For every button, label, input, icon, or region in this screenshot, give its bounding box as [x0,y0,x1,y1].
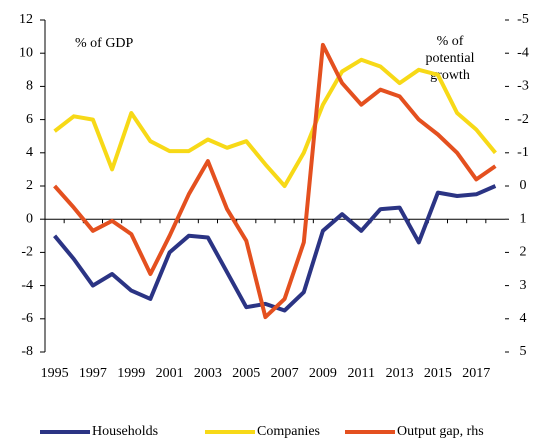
y2-tick-label: -3 [517,79,529,94]
x-tick-label: 2009 [309,366,337,381]
legend-label: Households [92,424,158,439]
y2-tick-label: 4 [520,311,527,326]
y2-tick-label: -1 [517,145,529,160]
y2-tick-label: 2 [520,245,527,260]
y2-tick-label: 0 [520,178,527,193]
y-tick-label: 12 [19,12,33,27]
y2-tick-label: 5 [520,344,527,359]
y-tick-label: -2 [21,245,33,260]
series-line [53,57,497,188]
series-line [53,42,497,320]
y2-tick-label: -4 [517,45,529,60]
y-tick-label: 2 [26,178,33,193]
x-tick-label: 2001 [156,366,184,381]
y2-tick-label: 1 [520,211,527,226]
y2-tick-label: -2 [517,112,529,127]
legend-label: Output gap, rhs [397,424,484,439]
y-tick-label: -8 [21,344,33,359]
y-tick-label: 6 [26,112,33,127]
annotation: % of GDP [75,36,134,51]
x-tick-label: 2011 [348,366,375,381]
legend-label: Companies [257,424,320,439]
x-tick-label: 2017 [462,366,490,381]
x-tick-label: 2007 [271,366,299,381]
y-tick-label: 8 [26,79,33,94]
x-tick-label: 2015 [424,366,452,381]
x-tick-label: 1999 [117,366,145,381]
x-tick-label: 2005 [232,366,260,381]
y-tick-label: 10 [19,45,33,60]
x-tick-label: 1995 [41,366,69,381]
x-tick-label: 2013 [386,366,414,381]
rhs-label: % of [437,34,464,49]
series-line [53,184,497,313]
y2-tick-label: -5 [517,12,529,27]
y-tick-label: -4 [21,278,33,293]
rhs-label: potential [426,51,475,66]
x-tick-label: 1997 [79,366,107,381]
y2-tick-label: 3 [520,278,527,293]
y-tick-label: 0 [26,211,33,226]
y-tick-label: 4 [26,145,33,160]
x-tick-label: 2003 [194,366,222,381]
y-tick-label: -6 [21,311,33,326]
